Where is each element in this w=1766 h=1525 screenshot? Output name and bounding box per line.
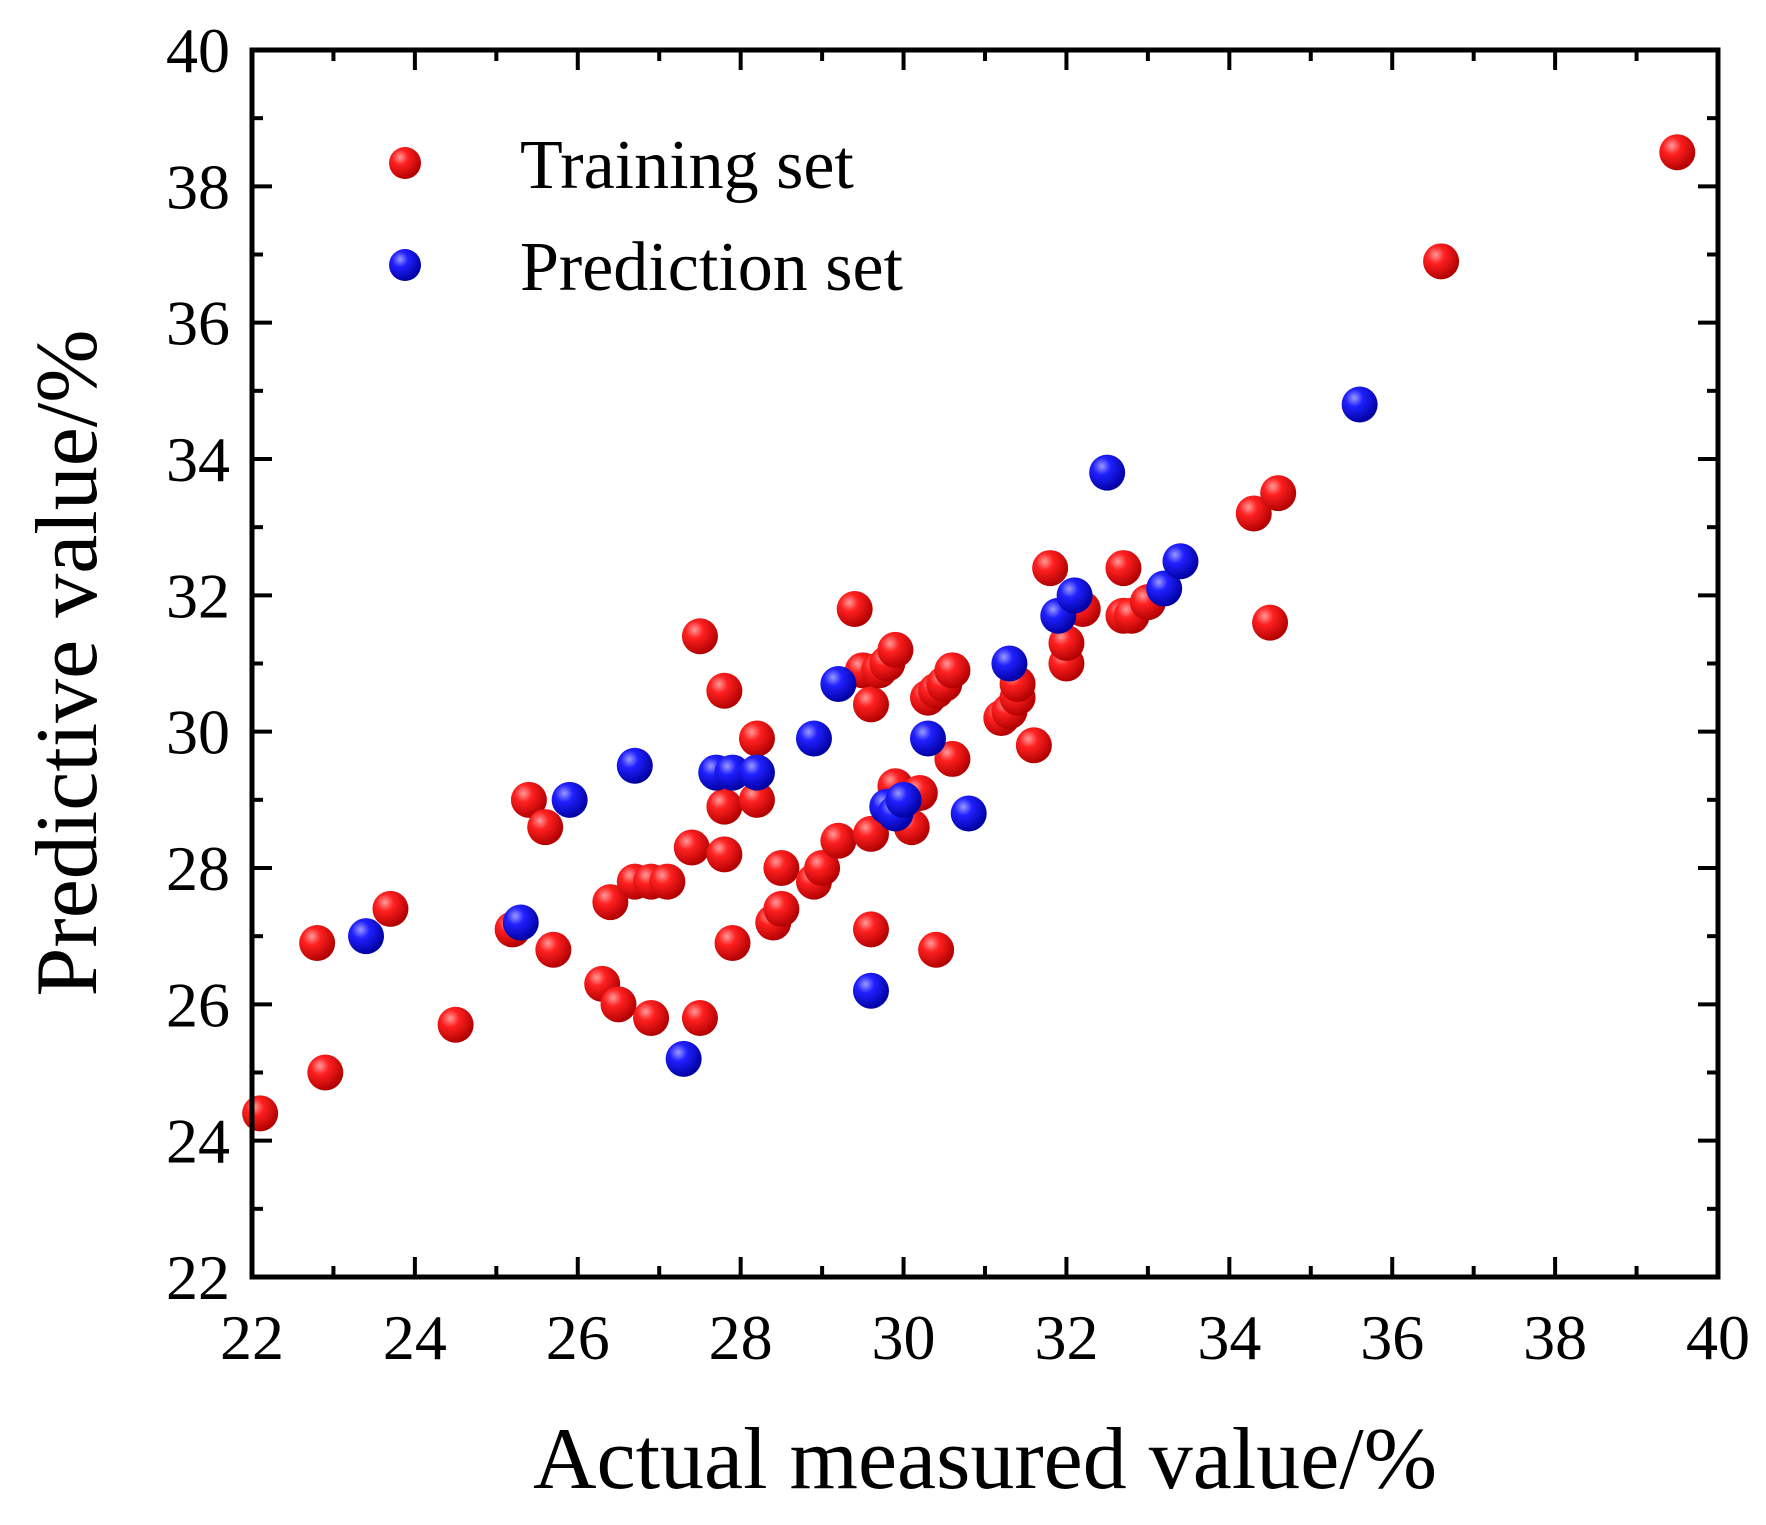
y-tick-label-22: 22 <box>166 1242 230 1313</box>
point-prediction-set-13 <box>885 781 922 818</box>
point-training-set-26 <box>763 890 800 927</box>
point-training-set-22 <box>714 924 751 961</box>
x-tick-label-38: 38 <box>1523 1302 1587 1373</box>
point-training-set-24 <box>738 781 775 818</box>
x-tick-label-24: 24 <box>383 1302 447 1373</box>
point-training-set-29 <box>804 850 841 886</box>
point-prediction-set-4 <box>665 1040 702 1077</box>
y-axis-title: Predictive value/% <box>19 329 116 996</box>
legend-label-prediction: Prediction set <box>520 229 904 306</box>
point-training-set-11 <box>600 986 637 1023</box>
x-tick-label-36: 36 <box>1360 1302 1424 1373</box>
point-training-set-7 <box>527 809 564 846</box>
axis-tick-labels: 22 24 26 28 30 32 34 36 38 40 22 24 26 28 30 32 34 36 38 40 <box>166 15 1750 1373</box>
point-training-set-0 <box>242 1095 279 1132</box>
y-tick-label-32: 32 <box>166 560 230 631</box>
point-training-set-3 <box>372 890 409 927</box>
point-prediction-set-16 <box>991 645 1028 682</box>
point-training-set-6 <box>510 781 547 818</box>
point-training-set-16 <box>673 829 710 866</box>
x-tick-label-32: 32 <box>1034 1302 1098 1373</box>
point-training-set-21 <box>706 836 743 873</box>
point-training-set-47 <box>934 652 971 689</box>
x-tick-label-30: 30 <box>872 1302 936 1373</box>
point-training-set-34 <box>852 815 889 852</box>
axis-ticks <box>250 48 1720 1279</box>
legend-marker-training <box>389 147 421 179</box>
point-prediction-set-20 <box>1146 570 1183 607</box>
point-training-set-18 <box>681 999 718 1036</box>
point-prediction-set-14 <box>909 720 946 757</box>
point-prediction-set-9 <box>820 665 857 702</box>
point-training-set-35 <box>852 911 889 948</box>
data-points-layer <box>242 134 1696 1132</box>
x-axis-title: Actual measured value/% <box>533 1411 1437 1508</box>
legend-marker-prediction <box>389 249 421 281</box>
point-training-set-1 <box>299 924 336 961</box>
point-training-set-46 <box>934 740 971 777</box>
point-prediction-set-3 <box>616 747 653 784</box>
point-prediction-set-1 <box>502 904 539 941</box>
point-training-set-15 <box>649 863 686 900</box>
point-training-set-2 <box>307 1054 344 1091</box>
y-tick-label-36: 36 <box>166 288 230 359</box>
point-prediction-set-15 <box>950 795 987 832</box>
point-prediction-set-2 <box>551 781 588 818</box>
point-training-set-17 <box>681 618 718 655</box>
point-training-set-8 <box>535 931 572 968</box>
point-prediction-set-10 <box>852 972 889 1009</box>
legend: Training set Prediction set <box>389 127 904 306</box>
point-prediction-set-19 <box>1089 454 1126 491</box>
point-training-set-13 <box>633 999 670 1036</box>
y-tick-label-30: 30 <box>166 697 230 768</box>
y-tick-label-34: 34 <box>166 424 230 495</box>
x-tick-label-26: 26 <box>546 1302 610 1373</box>
point-training-set-4 <box>437 1006 474 1043</box>
point-training-set-53 <box>1032 550 1069 587</box>
y-tick-label-28: 28 <box>166 833 230 904</box>
point-training-set-10 <box>592 884 629 921</box>
y-tick-label-26: 26 <box>166 969 230 1040</box>
point-training-set-43 <box>918 931 955 968</box>
point-prediction-set-21 <box>1162 543 1199 580</box>
point-training-set-38 <box>877 631 914 668</box>
x-tick-label-22: 22 <box>220 1302 284 1373</box>
point-prediction-set-8 <box>795 720 832 757</box>
point-training-set-65 <box>1659 134 1696 171</box>
point-prediction-set-0 <box>348 918 385 955</box>
point-training-set-30 <box>820 822 857 859</box>
point-prediction-set-7 <box>738 754 775 791</box>
point-training-set-23 <box>738 720 775 757</box>
point-training-set-57 <box>1105 550 1142 587</box>
x-tick-label-34: 34 <box>1197 1302 1261 1373</box>
point-training-set-61 <box>1235 495 1272 532</box>
point-training-set-31 <box>836 590 873 627</box>
y-tick-label-24: 24 <box>166 1106 230 1177</box>
point-training-set-33 <box>852 686 889 723</box>
point-prediction-set-22 <box>1341 386 1378 423</box>
legend-label-training: Training set <box>520 127 854 204</box>
point-training-set-64 <box>1423 243 1460 280</box>
point-training-set-20 <box>706 788 743 825</box>
point-training-set-27 <box>763 850 800 886</box>
point-prediction-set-18 <box>1056 577 1093 614</box>
y-tick-label-40: 40 <box>166 15 230 86</box>
x-tick-label-28: 28 <box>709 1302 773 1373</box>
x-tick-label-40: 40 <box>1686 1302 1750 1373</box>
y-tick-label-38: 38 <box>166 151 230 222</box>
point-training-set-52 <box>1015 727 1052 764</box>
plot-frame <box>249 47 1721 1280</box>
point-training-set-63 <box>1260 475 1297 512</box>
point-training-set-62 <box>1252 604 1289 641</box>
point-training-set-19 <box>706 672 743 709</box>
point-training-set-55 <box>1048 625 1085 662</box>
